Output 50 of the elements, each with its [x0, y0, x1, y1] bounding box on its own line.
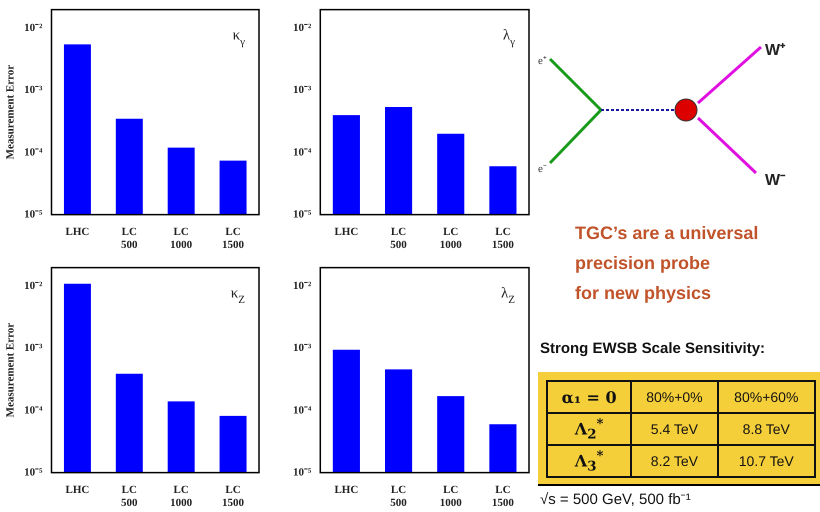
text: 5.4 TeV	[631, 413, 718, 445]
y-tick-label: 10⁻³	[292, 342, 312, 354]
x-tick-label: LHC	[66, 484, 90, 496]
text: Strong EWSB Scale Sensitivity:	[540, 340, 766, 357]
text: 80%+60%	[718, 381, 815, 413]
y-axis-title: Measurement Error	[4, 64, 16, 160]
x-tick-label: LC 1500	[492, 484, 514, 510]
x-tick-label: LC 500	[121, 226, 138, 252]
y-tick-label: 10⁻²	[24, 280, 44, 292]
x-tick-label: LC 500	[390, 226, 408, 252]
x-tick-label: LC 1000	[170, 226, 193, 252]
text: 10.7 TeV	[718, 445, 815, 477]
y-tick-label: 10⁻⁵	[24, 208, 44, 220]
y-tick-label: 10⁻²	[24, 22, 44, 34]
text: 8.2 TeV	[631, 445, 718, 477]
y-tick-label: 10⁻⁵	[292, 208, 312, 220]
y-tick-label: 10⁻⁴	[292, 404, 312, 416]
text: 8.8 TeV	[718, 413, 815, 445]
x-tick-label: LC 1500	[492, 226, 514, 252]
x-tick-label: LC 500	[390, 484, 408, 510]
x-tick-label: LC 500	[121, 484, 138, 510]
x-tick-label: LHC	[334, 226, 358, 238]
text: for new physics	[575, 283, 712, 303]
x-tick-label: LHC	[334, 484, 358, 496]
x-tick-label: LC 1500	[222, 484, 245, 510]
x-tick-label: LC 1000	[170, 484, 193, 510]
text: α₁ = 0	[547, 381, 632, 413]
x-tick-label: LHC	[66, 226, 90, 238]
text: 80%+0%	[631, 381, 718, 413]
x-tick-label: LC 1000	[440, 226, 462, 252]
y-tick-label: 10⁻²	[292, 280, 312, 292]
y-tick-label: 10⁻⁵	[292, 466, 312, 478]
y-tick-label: 10⁻⁴	[24, 404, 44, 416]
y-tick-label: 10⁻⁴	[292, 146, 312, 158]
text: e⁺	[538, 54, 547, 67]
text: √s = 500 GeV, 500 fb⁻¹	[540, 490, 691, 508]
text: W⁻	[765, 171, 786, 190]
text: W⁺	[765, 41, 786, 60]
y-tick-label: 10⁻³	[24, 84, 44, 96]
y-tick-label: 10⁻⁴	[24, 146, 44, 158]
y-axis-title: Measurement Error	[4, 322, 16, 418]
y-tick-label: 10⁻²	[292, 22, 312, 34]
y-tick-label: 10⁻³	[24, 342, 44, 354]
text: precision probe	[575, 253, 710, 273]
text: e⁻	[538, 162, 547, 175]
text: TGC’s are a universal	[575, 223, 758, 243]
y-tick-label: 10⁻³	[292, 84, 312, 96]
x-tick-label: LC 1500	[222, 226, 245, 252]
x-tick-label: LC 1000	[440, 484, 462, 510]
y-tick-label: 10⁻⁵	[24, 466, 44, 478]
